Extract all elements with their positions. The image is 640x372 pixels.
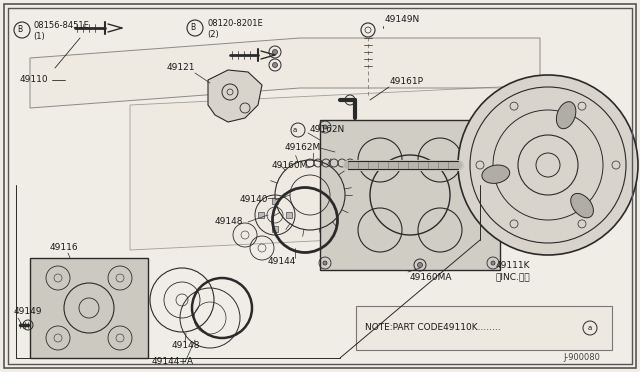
Circle shape — [458, 75, 638, 255]
Text: a: a — [293, 127, 297, 133]
Text: 49144+A: 49144+A — [152, 357, 194, 366]
Text: B: B — [17, 26, 22, 35]
Text: 49148: 49148 — [215, 218, 243, 227]
FancyBboxPatch shape — [4, 4, 636, 368]
Text: (1): (1) — [33, 32, 45, 41]
Circle shape — [323, 261, 327, 265]
Text: 49111K: 49111K — [496, 260, 531, 269]
Polygon shape — [208, 70, 262, 122]
Text: 49161P: 49161P — [390, 77, 424, 87]
Polygon shape — [320, 120, 500, 270]
Circle shape — [323, 125, 327, 129]
Text: 49162N: 49162N — [310, 125, 345, 135]
FancyBboxPatch shape — [272, 198, 278, 204]
Text: （INC.Ⓑ）: （INC.Ⓑ） — [496, 273, 531, 282]
Circle shape — [491, 261, 495, 265]
Ellipse shape — [482, 165, 509, 183]
Ellipse shape — [556, 102, 576, 129]
Text: 49121: 49121 — [167, 64, 195, 73]
FancyBboxPatch shape — [286, 212, 292, 218]
FancyBboxPatch shape — [272, 226, 278, 232]
Text: J-900080: J-900080 — [563, 353, 600, 362]
Text: 49160MA: 49160MA — [410, 273, 452, 282]
Text: 08120-8201E: 08120-8201E — [207, 19, 263, 28]
Text: 49160M: 49160M — [272, 160, 308, 170]
Circle shape — [491, 125, 495, 129]
Text: NOTE:PART CODE49110K........: NOTE:PART CODE49110K........ — [365, 324, 500, 333]
Circle shape — [417, 263, 422, 267]
FancyBboxPatch shape — [356, 306, 612, 350]
Ellipse shape — [571, 193, 593, 218]
Text: 49149N: 49149N — [385, 16, 420, 25]
Text: 08156-8451E: 08156-8451E — [33, 20, 89, 29]
Polygon shape — [30, 38, 540, 108]
Polygon shape — [130, 85, 540, 250]
Text: 49116: 49116 — [50, 244, 79, 253]
Text: 49144: 49144 — [268, 257, 296, 266]
Text: (2): (2) — [207, 29, 219, 38]
Circle shape — [273, 62, 278, 67]
Text: a: a — [588, 325, 592, 331]
Text: 49140: 49140 — [240, 196, 269, 205]
FancyBboxPatch shape — [258, 212, 264, 218]
Circle shape — [273, 49, 278, 55]
Text: 49110: 49110 — [20, 76, 49, 84]
Text: 49148: 49148 — [172, 340, 200, 350]
Polygon shape — [30, 258, 148, 358]
Text: 49149: 49149 — [14, 308, 42, 317]
Text: 49162M: 49162M — [285, 144, 321, 153]
Text: B: B — [191, 23, 196, 32]
